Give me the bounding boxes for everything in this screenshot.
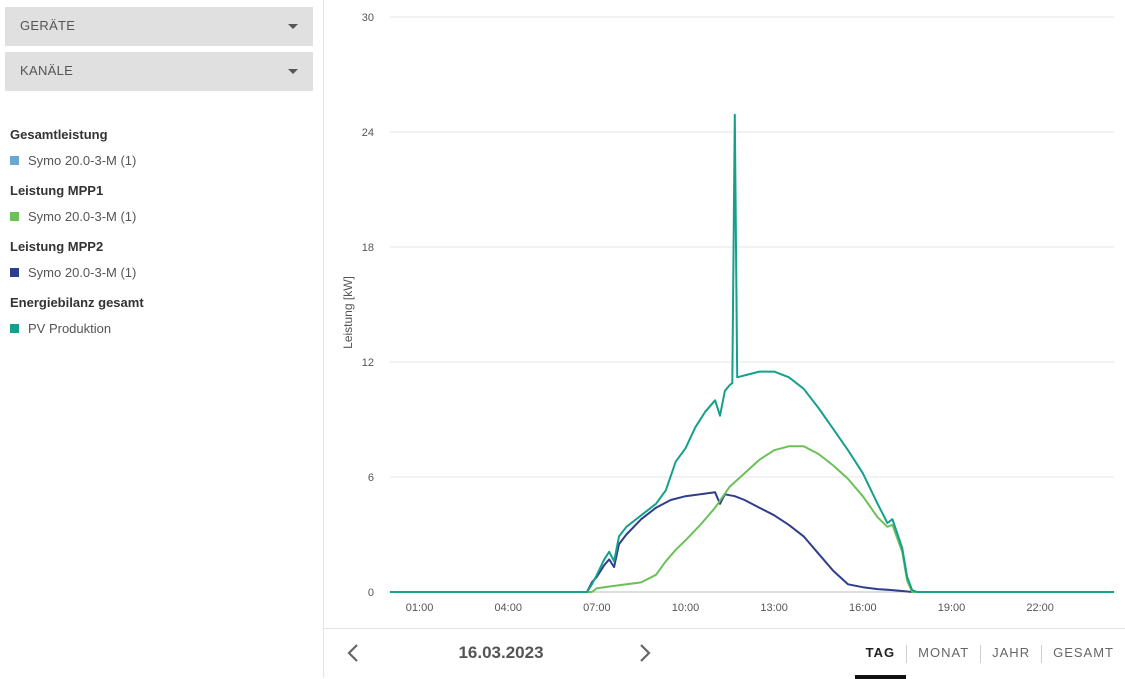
tab-divider bbox=[906, 645, 908, 663]
chart-legend: Gesamtleistung Symo 20.0-3-M (1) Leistun… bbox=[10, 126, 310, 350]
caret-down-icon bbox=[288, 69, 298, 74]
legend-item-label: Symo 20.0-3-M (1) bbox=[28, 152, 137, 168]
legend-swatch bbox=[10, 323, 19, 333]
x-tick-label: 22:00 bbox=[1026, 602, 1054, 614]
chevron-left-icon bbox=[347, 644, 358, 662]
chevron-right-icon bbox=[640, 644, 651, 662]
channels-dropdown[interactable]: KANÄLE bbox=[5, 52, 313, 91]
sidebar: GERÄTE KANÄLE Gesamtleistung Symo 20.0-3… bbox=[0, 0, 324, 678]
legend-item[interactable]: Symo 20.0-3-M (1) bbox=[10, 151, 310, 169]
series-line-pv-produktion bbox=[390, 113, 1114, 593]
legend-swatch bbox=[10, 211, 19, 221]
current-date: 16.03.2023 bbox=[458, 643, 544, 662]
legend-group-title: Leistung MPP1 bbox=[10, 183, 104, 198]
tab-tag[interactable]: TAG bbox=[854, 629, 907, 679]
legend-item-label: Symo 20.0-3-M (1) bbox=[28, 208, 137, 224]
x-tick-label: 16:00 bbox=[849, 602, 877, 614]
legend-item[interactable]: Symo 20.0-3-M (1) bbox=[10, 207, 310, 225]
tab-monat[interactable]: MONAT bbox=[918, 645, 970, 660]
devices-dropdown[interactable]: GERÄTE bbox=[5, 7, 313, 46]
legend-swatch bbox=[10, 155, 19, 165]
legend-group-title: Energiebilanz gesamt bbox=[10, 295, 144, 310]
y-tick-label: 30 bbox=[362, 12, 374, 24]
y-axis-label: Leistung [kW] bbox=[341, 276, 355, 349]
caret-down-icon bbox=[288, 24, 298, 29]
date-navigation-bar: 16.03.2023 TAG MONAT JAHR GESAMT bbox=[324, 628, 1125, 679]
chart-svg: 0 6 12 18 24 30 01:00 04:00 07:00 10:00 13:00 16:00… bbox=[341, 12, 1114, 614]
x-tick-label: 19:00 bbox=[938, 602, 966, 614]
legend-group-mpp2: Leistung MPP2 Symo 20.0-3-M (1) bbox=[10, 238, 310, 281]
tab-gesamt[interactable]: GESAMT bbox=[1053, 645, 1114, 660]
series-line-leistung-mpp1 bbox=[390, 445, 1114, 593]
x-tick-label: 07:00 bbox=[583, 602, 611, 614]
legend-group-energiebilanz: Energiebilanz gesamt PV Produktion bbox=[10, 294, 310, 337]
x-tick-label: 04:00 bbox=[494, 602, 522, 614]
y-tick-label: 18 bbox=[362, 242, 374, 254]
y-tick-label: 24 bbox=[362, 127, 374, 139]
legend-item-label: Symo 20.0-3-M (1) bbox=[28, 264, 137, 280]
y-tick-label: 0 bbox=[368, 587, 374, 599]
y-tick-label: 6 bbox=[368, 472, 374, 484]
legend-item-label: PV Produktion bbox=[28, 320, 112, 336]
period-tabs: TAG MONAT JAHR GESAMT bbox=[854, 629, 1125, 679]
tab-divider bbox=[980, 645, 982, 663]
legend-group-mpp1: Leistung MPP1 Symo 20.0-3-M (1) bbox=[10, 182, 310, 225]
x-tick-label: 13:00 bbox=[760, 602, 788, 614]
legend-group-title: Leistung MPP2 bbox=[10, 239, 104, 254]
series-line-leistung-mpp2 bbox=[390, 491, 1114, 593]
tab-divider bbox=[1041, 645, 1043, 663]
tab-jahr[interactable]: JAHR bbox=[992, 645, 1031, 660]
power-chart: 0 6 12 18 24 30 01:00 04:00 07:00 10:00 13:00 16:00… bbox=[324, 0, 1125, 628]
x-tick-label: 01:00 bbox=[406, 602, 434, 614]
channels-dropdown-label: KANÄLE bbox=[20, 63, 74, 78]
devices-dropdown-label: GERÄTE bbox=[20, 18, 76, 33]
legend-swatch bbox=[10, 267, 19, 277]
y-tick-label: 12 bbox=[362, 357, 374, 369]
previous-day-button[interactable] bbox=[342, 641, 366, 665]
legend-group-title: Gesamtleistung bbox=[10, 127, 108, 142]
legend-item[interactable]: PV Produktion bbox=[10, 319, 310, 337]
legend-group-gesamtleistung: Gesamtleistung Symo 20.0-3-M (1) bbox=[10, 126, 310, 169]
legend-item[interactable]: Symo 20.0-3-M (1) bbox=[10, 263, 310, 281]
x-tick-label: 10:00 bbox=[672, 602, 700, 614]
next-day-button[interactable] bbox=[632, 641, 656, 665]
